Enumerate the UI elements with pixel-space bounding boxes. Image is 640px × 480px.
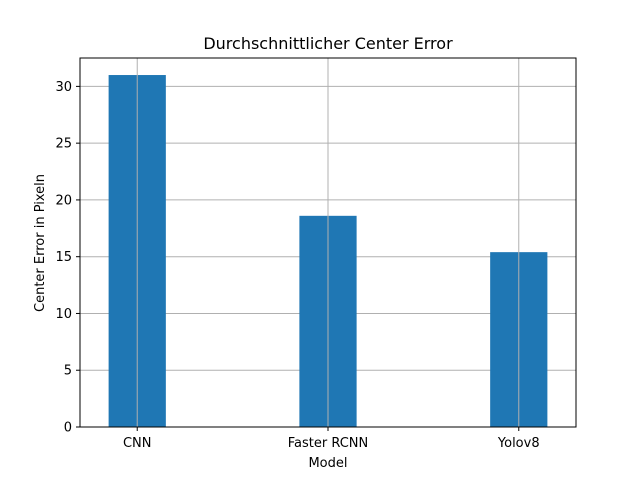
x-tick-label: CNN bbox=[123, 436, 152, 451]
tick-labels: 0 5 10 15 20 25 30 CNN Faster RCNN Yolov8 bbox=[55, 80, 539, 451]
chart-title: Durchschnittlicher Center Error bbox=[203, 34, 453, 53]
y-tick-label: 5 bbox=[64, 364, 72, 379]
x-tick-label: Yolov8 bbox=[497, 436, 540, 451]
y-axis-label: Center Error in Pixeln bbox=[33, 174, 48, 312]
y-tick-label: 10 bbox=[55, 307, 72, 322]
y-tick-label: 15 bbox=[55, 250, 72, 265]
x-axis-label: Model bbox=[308, 456, 347, 471]
y-tick-label: 20 bbox=[55, 193, 72, 208]
vertical-grid-lines bbox=[136, 58, 520, 427]
y-tick-label: 0 bbox=[64, 421, 72, 436]
y-tick-label: 25 bbox=[55, 137, 72, 152]
x-tick-label: Faster RCNN bbox=[288, 436, 369, 451]
axes bbox=[76, 57, 577, 431]
plot-frame bbox=[79, 57, 577, 428]
y-tick-label: 30 bbox=[55, 80, 72, 95]
